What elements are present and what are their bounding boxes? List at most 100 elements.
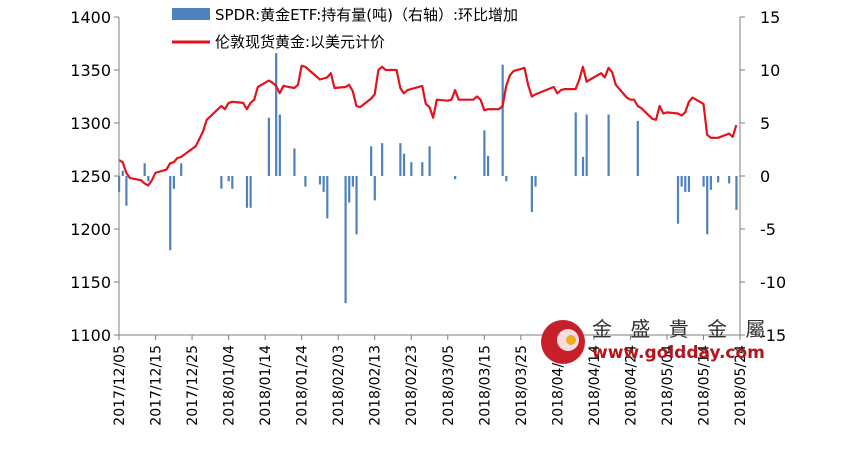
spdr-bar <box>399 143 402 176</box>
x-tick-label: 2018/04/14 <box>587 345 603 426</box>
spdr-bar <box>147 176 150 182</box>
spdr-bar <box>180 163 183 176</box>
spdr-bar <box>501 64 504 176</box>
x-tick-label: 2017/12/15 <box>149 345 165 426</box>
spdr-bar <box>530 176 533 213</box>
spdr-bar <box>355 176 358 235</box>
watermark-url: www.goldday.com <box>592 343 765 363</box>
spdr-bar <box>676 176 680 224</box>
spdr-bar <box>267 117 270 176</box>
spdr-bar <box>326 176 329 219</box>
left-tick-label: 1200 <box>70 220 111 239</box>
watermark-logo-dot-icon <box>566 335 576 345</box>
left-tick-label: 1100 <box>70 326 111 345</box>
spdr-bar <box>220 176 223 189</box>
legend-line-label: 伦敦现货黄金:以美元计价 <box>215 33 385 51</box>
spdr-bar <box>344 176 347 304</box>
left-tick-label: 1350 <box>70 61 111 80</box>
watermark-name: 金 盛 貴 金 屬 <box>592 317 771 341</box>
spdr-bar <box>483 130 486 176</box>
right-tick-label: 15 <box>760 8 780 27</box>
spdr-bar <box>735 176 738 210</box>
x-tick-label: 2018/02/03 <box>331 345 347 426</box>
x-tick-label: 2018/03/25 <box>514 345 530 426</box>
x-tick-label: 2017/12/25 <box>185 345 201 426</box>
spdr-bar <box>534 176 537 187</box>
spdr-bar <box>318 176 322 185</box>
right-tick-label: -15 <box>760 326 786 345</box>
left-tick-label: 1400 <box>70 8 111 27</box>
x-tick-label: 2018/05/14 <box>696 345 712 426</box>
spdr-bar <box>231 176 234 189</box>
spdr-bar <box>245 176 249 208</box>
spdr-bar <box>121 170 124 176</box>
x-tick-label: 2018/03/05 <box>441 345 457 426</box>
x-tick-label: 2018/01/14 <box>258 345 274 426</box>
x-tick-label: 2018/01/04 <box>222 345 238 426</box>
spdr-bar <box>293 148 296 176</box>
spdr-bar <box>421 162 424 176</box>
spdr-bar <box>702 176 705 187</box>
spdr-bar <box>172 176 175 189</box>
legend-bar-swatch <box>172 8 210 20</box>
spdr-bar <box>322 176 325 192</box>
spdr-bars <box>118 53 738 304</box>
spdr-bar <box>348 176 351 203</box>
spdr-bar <box>684 176 687 192</box>
x-tick-label: 2018/03/15 <box>477 345 493 426</box>
spdr-bar <box>143 163 146 176</box>
x-tick-label: 2018/02/13 <box>368 345 384 426</box>
spdr-bar <box>581 156 585 176</box>
x-tick-label: 2018/04/04 <box>550 345 566 426</box>
spdr-bar <box>706 176 709 235</box>
left-tick-label: 1250 <box>70 167 111 186</box>
spdr-bar <box>370 146 373 176</box>
x-tick-label: 2018/02/23 <box>404 345 420 426</box>
spdr-bar <box>636 120 639 176</box>
x-tick-label: 2017/12/05 <box>112 345 128 426</box>
right-axis-ticks: -15 -10 -5 0 5 10 15 <box>740 8 786 345</box>
right-tick-label: 5 <box>760 114 770 133</box>
spdr-bar <box>402 153 406 176</box>
spdr-bar <box>428 146 431 176</box>
spdr-bar <box>227 176 230 182</box>
spdr-bar <box>486 155 490 176</box>
spdr-bar <box>607 114 610 176</box>
left-axis-ticks: 1100 1150 1200 1250 1300 1350 1400 <box>70 8 119 345</box>
spdr-bar <box>381 143 384 176</box>
spdr-bar <box>304 176 307 187</box>
spdr-bar <box>709 176 712 190</box>
spdr-bar <box>249 176 252 208</box>
spdr-bar <box>373 176 376 201</box>
legend: SPDR:黄金ETF:持有量(吨)（右轴）:环比增加 伦敦现货黄金:以美元计价 <box>172 6 518 51</box>
spdr-bar <box>351 176 354 187</box>
spdr-bar <box>717 176 720 183</box>
x-tick-label: 2018/04/24 <box>623 345 639 426</box>
spdr-bar <box>410 162 413 176</box>
right-tick-label: 0 <box>760 167 770 186</box>
spdr-bar <box>275 53 278 176</box>
right-tick-label: 10 <box>760 61 780 80</box>
x-tick-label: 2018/05/24 <box>733 345 749 426</box>
x-tick-label: 2018/01/24 <box>295 345 311 426</box>
watermark: 金 盛 貴 金 屬 www.goldday.com <box>541 317 771 364</box>
spdr-bar <box>574 112 577 176</box>
spdr-bar <box>454 176 457 180</box>
spdr-bar <box>728 176 731 184</box>
spdr-bar <box>585 114 588 176</box>
spdr-bar <box>687 176 691 192</box>
spdr-bar <box>278 114 281 176</box>
left-tick-label: 1150 <box>70 273 111 292</box>
spdr-bar <box>169 176 172 251</box>
right-tick-label: -5 <box>760 220 776 239</box>
x-tick-label: 2018/05/04 <box>660 345 676 426</box>
left-tick-label: 1300 <box>70 114 111 133</box>
spdr-bar <box>125 176 128 206</box>
right-tick-label: -10 <box>760 273 786 292</box>
gold-price-line <box>118 64 738 187</box>
legend-bar-label: SPDR:黄金ETF:持有量(吨)（右轴）:环比增加 <box>215 6 518 24</box>
spdr-bar <box>505 176 508 182</box>
spdr-bar <box>680 176 683 187</box>
gold-price-line-group <box>118 64 738 187</box>
